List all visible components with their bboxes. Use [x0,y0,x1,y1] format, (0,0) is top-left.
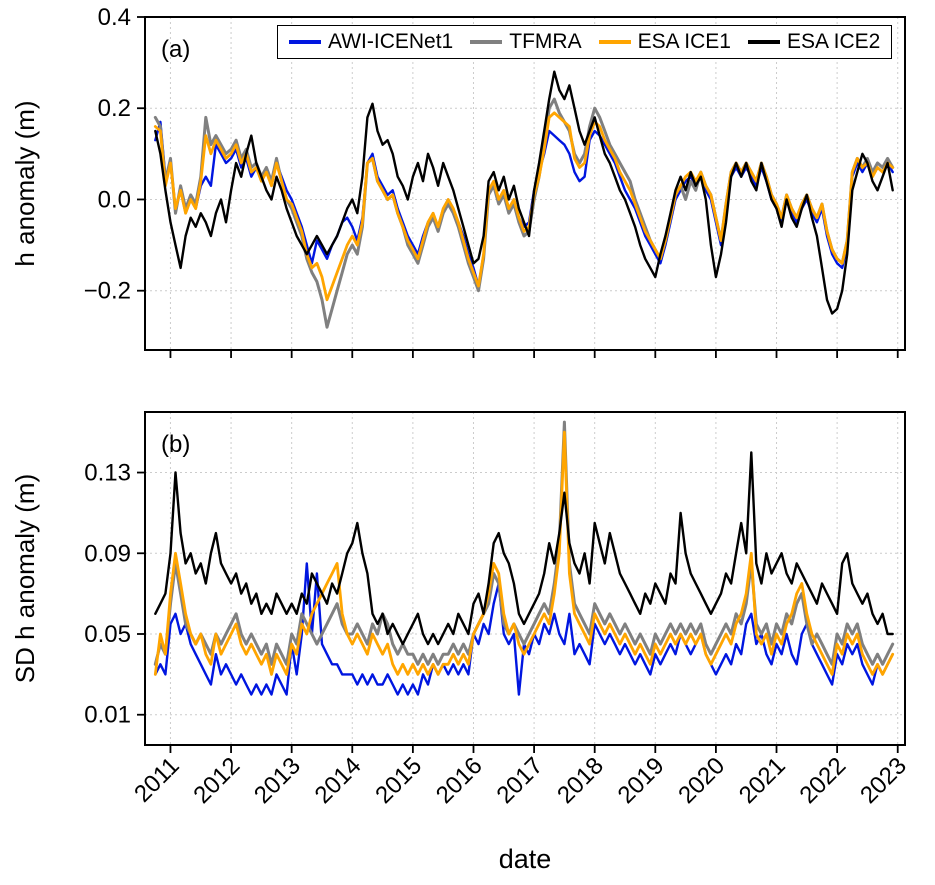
panel-b: 0.13 0.09 0.05 0.01 2011 2012 2013 2014 2015 2016… [10,411,912,874]
legend-item-label: AWI-ICENet1 [328,30,454,53]
x-tick-label: 2023 [855,752,912,809]
x-axis-label: date [499,844,552,874]
legend-item-esa-ice2: ESA ICE2 [747,30,881,54]
y-tick-label: 0.4 [98,4,131,31]
panel-label: (a) [161,36,190,63]
axes-border [144,16,906,351]
line-awi-icenet1 [154,120,894,288]
legend-item-awi-icenet1: AWI-ICENet1 [289,30,453,54]
line-esa-ice1 [153,111,895,302]
esa-ice1-line-swatch-icon [598,40,631,44]
y-tick-label: 0.09 [84,540,131,567]
line-esa-ice1 [153,430,895,676]
panel-a: 0.4 0.2 0.0 −0.2 (a) h anomaly (m) [10,4,906,358]
x-tick-label: 2011 [129,752,185,808]
line-esa-ice2 [154,451,894,646]
y-tick-label: 0.01 [84,702,131,729]
axes-border [144,411,906,746]
x-tick-label: 2015 [370,752,427,809]
y-tick-label: 0.05 [84,621,131,648]
legend-item-label: ESA ICE2 [786,30,881,53]
x-tick-label: 2022 [795,752,852,809]
x-tick-label: 2012 [188,752,245,809]
x-tick-label: 2017 [491,752,548,809]
esa-ice2-line-swatch-icon [747,40,780,44]
x-tick-label: 2016 [431,752,488,809]
x-tick-label: 2014 [310,752,367,809]
legend-item-tfmra: TFMRA [470,30,582,54]
legend-item-esa-ice1: ESA ICE1 [598,30,731,54]
line-esa-ice2 [154,70,894,315]
gridlines [145,16,905,350]
legend-item-label: ESA ICE1 [637,30,731,53]
y-axis-label: h anomaly (m) [10,100,40,266]
legend-item-label: TFMRA [509,30,582,53]
panel-label: (b) [161,431,190,458]
tfmra-line-swatch-icon [470,40,503,44]
awi-icenet1-line-swatch-icon [289,40,321,44]
y-axis-label: SD h anomaly (m) [10,474,40,684]
legend: AWI-ICENet1 TFMRA ESA ICE1 ESA ICE2 [277,25,893,59]
x-tick-label: 2019 [613,752,670,809]
y-tick-label: 0.13 [84,460,131,487]
y-tick-label: −0.2 [84,278,131,305]
x-tick-label: 2013 [249,752,306,809]
gridlines [145,412,905,745]
x-tick-label: 2018 [552,752,609,809]
y-tick-label: 0.2 [98,95,131,122]
x-tick-label: 2020 [673,752,730,809]
x-tick-label: 2021 [734,752,791,809]
line-tfmra [153,420,895,666]
y-tick-label: 0.0 [98,186,131,213]
